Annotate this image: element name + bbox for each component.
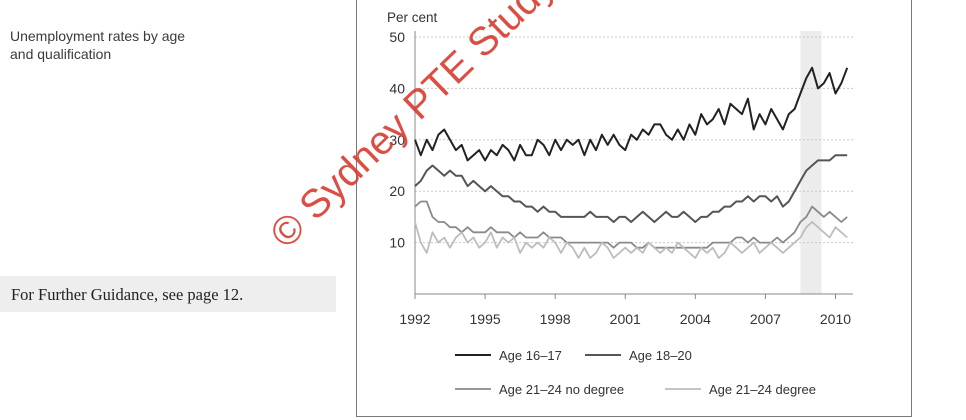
y-tick-label: 50 xyxy=(389,29,405,45)
chart-caption-text: Unemployment rates by age and qualificat… xyxy=(10,28,186,62)
legend-label: Age 21–24 no degree xyxy=(499,382,624,397)
legend-label: Age 21–24 degree xyxy=(709,382,816,397)
series-line-3 xyxy=(414,221,848,259)
y-tick-label: 10 xyxy=(389,235,405,251)
x-tick-label: 1998 xyxy=(540,311,571,327)
chart-panel: 10 20 30 40 50 Per cent 1992 1995 1998 2001 2004 20… xyxy=(356,0,912,417)
series-line-2 xyxy=(414,200,848,249)
series-line-1 xyxy=(414,154,848,223)
x-tick-label: 1992 xyxy=(399,311,430,327)
chart-caption: Unemployment rates by age and qualificat… xyxy=(10,27,270,63)
legend-label: Age 18–20 xyxy=(629,348,692,363)
line-chart: 10 20 30 40 50 Per cent 1992 1995 1998 2001 2004 20… xyxy=(387,10,853,397)
legend-label: Age 16–17 xyxy=(499,348,562,363)
series-line-0 xyxy=(414,66,849,162)
x-tick-label: 2001 xyxy=(610,311,641,327)
y-axis-label: Per cent xyxy=(387,10,438,25)
y-tick-label: 20 xyxy=(389,183,405,199)
x-tick-label: 2004 xyxy=(680,311,711,327)
x-tick-label: 2007 xyxy=(750,311,781,327)
y-tick-label: 30 xyxy=(389,132,405,148)
x-tick-label: 2010 xyxy=(820,311,851,327)
x-tick-label: 1995 xyxy=(470,311,501,327)
y-tick-label: 40 xyxy=(389,80,405,96)
guidance-note: For Further Guidance, see page 12. xyxy=(0,276,336,312)
guidance-text: For Further Guidance, see page 12. xyxy=(11,285,244,304)
